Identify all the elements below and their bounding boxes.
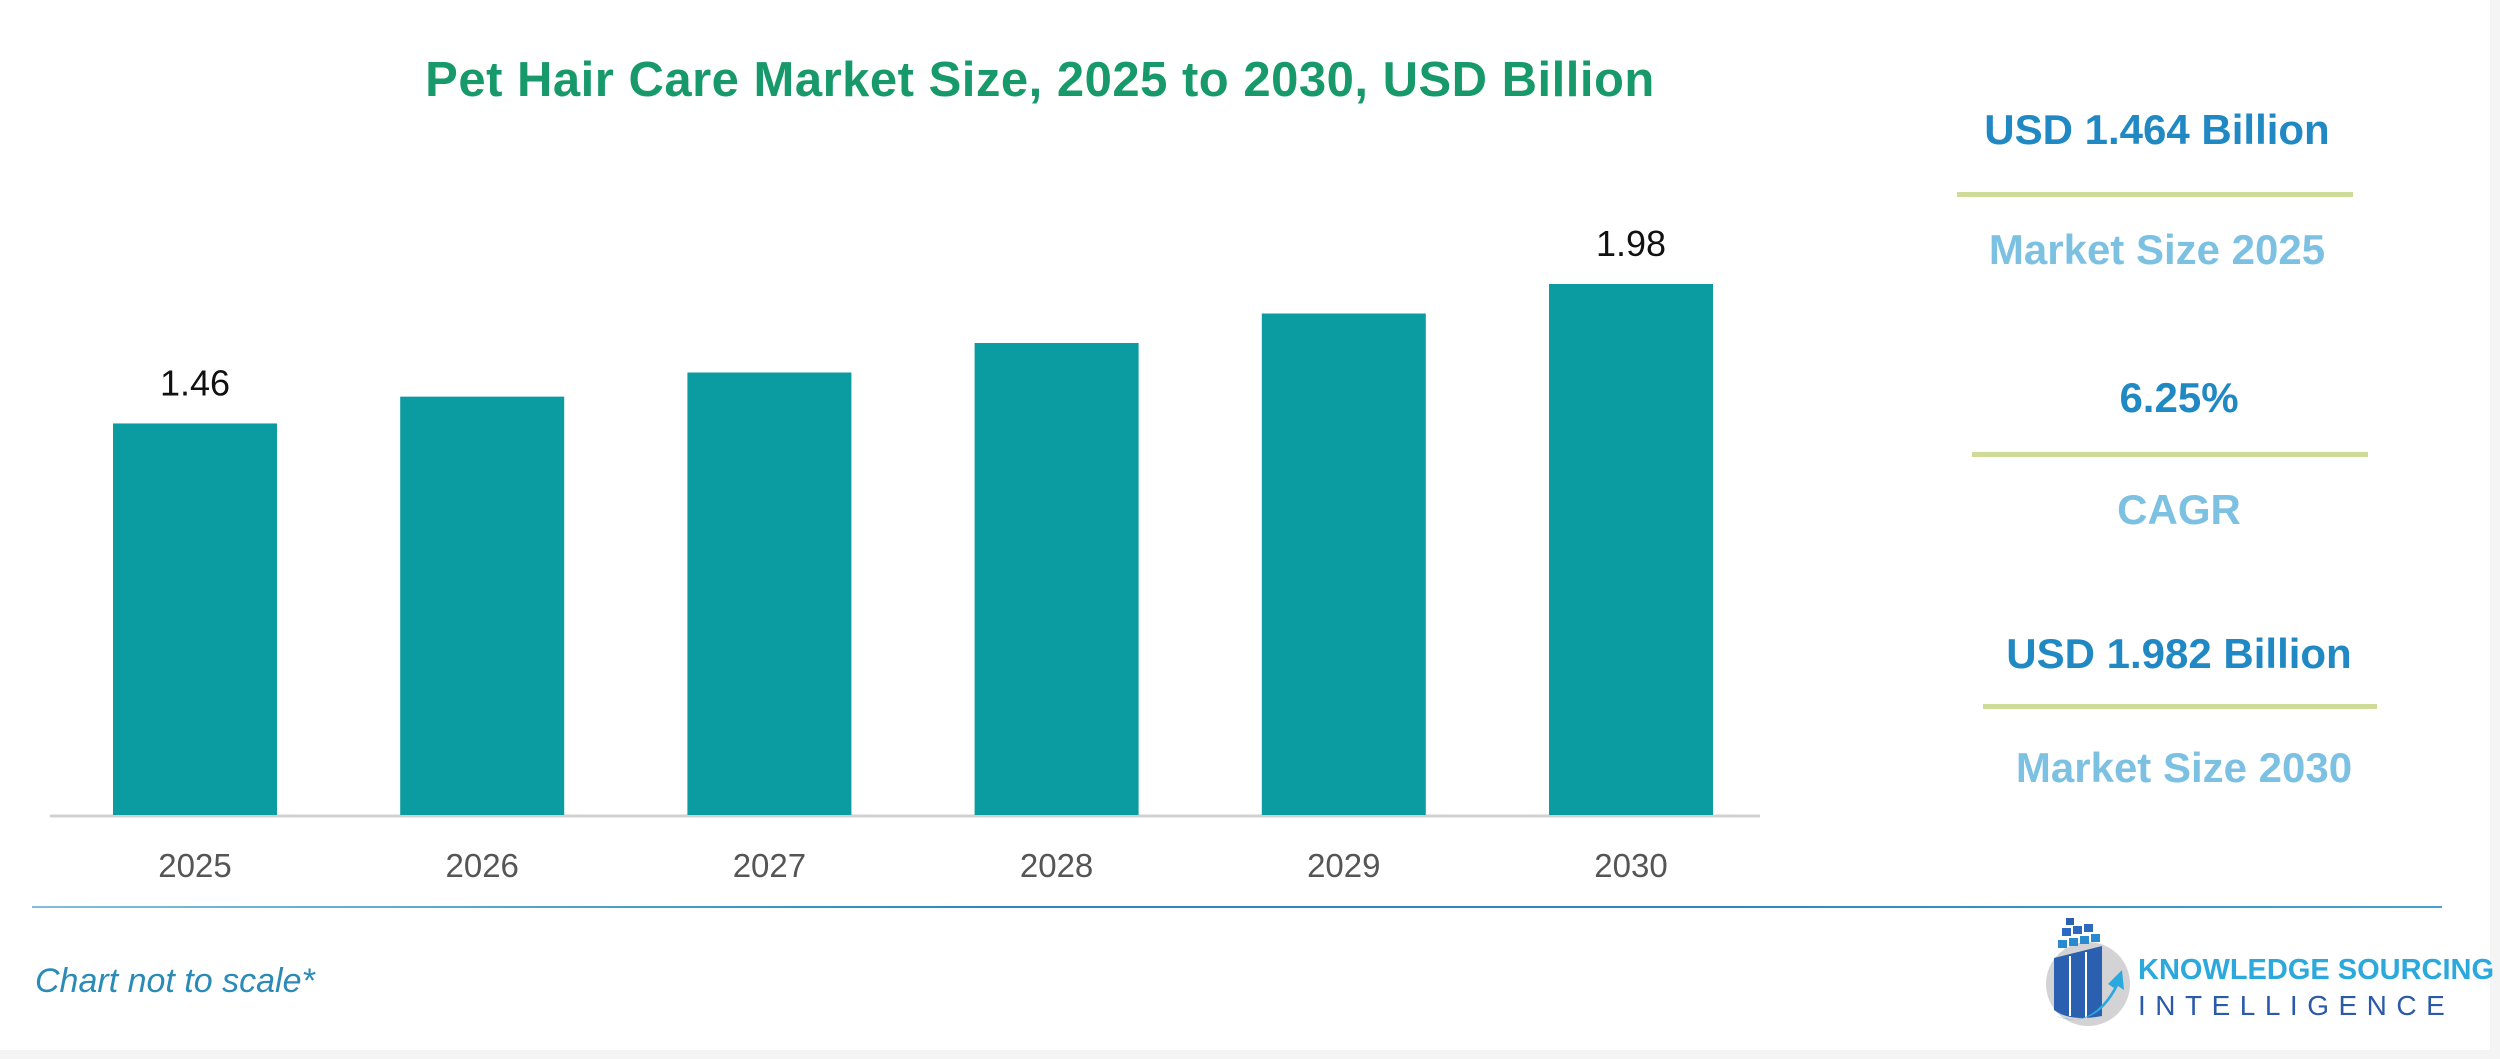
logo-text-line1: KNOWLEDGE SOURCING xyxy=(2138,954,2495,986)
bar-2030 xyxy=(1549,284,1713,815)
stat-market-size-2030-value: USD 1.982 Billion xyxy=(2006,630,2352,677)
company-logo: KNOWLEDGE SOURCING INTELLIGENCE xyxy=(2040,918,2494,1033)
x-tick-label: 2028 xyxy=(1020,847,1093,884)
x-tick-label: 2029 xyxy=(1307,847,1380,884)
bar-chart: 2025 1.46 2026 2027 2028 2029 2030 1.98 xyxy=(50,223,1760,884)
stat-cagr-label: CAGR xyxy=(2117,486,2241,533)
stat-market-size-2025-label: Market Size 2025 xyxy=(1988,226,2326,273)
bar-2027 xyxy=(687,372,852,815)
stat-cagr-value: 6.25% xyxy=(2119,374,2239,421)
stat-divider xyxy=(1957,192,2353,197)
logo-text-line2: INTELLIGENCE xyxy=(2138,990,2455,1021)
footnote: Chart not to scale* xyxy=(35,962,315,1000)
x-tick-label: 2027 xyxy=(733,847,806,884)
logo-icon xyxy=(2046,918,2130,1026)
x-tick-label: 2030 xyxy=(1594,847,1667,884)
stat-divider xyxy=(1972,452,2368,457)
footer-separator xyxy=(32,906,2442,908)
chart-title: Pet Hair Care Market Size, 2025 to 2030,… xyxy=(425,53,1655,107)
bar-2028 xyxy=(974,343,1139,815)
data-label: 1.98 xyxy=(1596,223,1666,264)
x-tick-label: 2025 xyxy=(158,847,231,884)
stat-divider xyxy=(1983,704,2377,709)
data-label: 1.46 xyxy=(160,362,230,403)
bar-2026 xyxy=(400,396,565,815)
x-tick-label: 2026 xyxy=(445,847,518,884)
stat-market-size-2025-value: USD 1.464 Billion xyxy=(1984,106,2330,153)
stat-market-size-2030-label: Market Size 2030 xyxy=(2015,744,2353,791)
bar-2025 xyxy=(113,423,277,815)
bar-2029 xyxy=(1261,313,1426,815)
